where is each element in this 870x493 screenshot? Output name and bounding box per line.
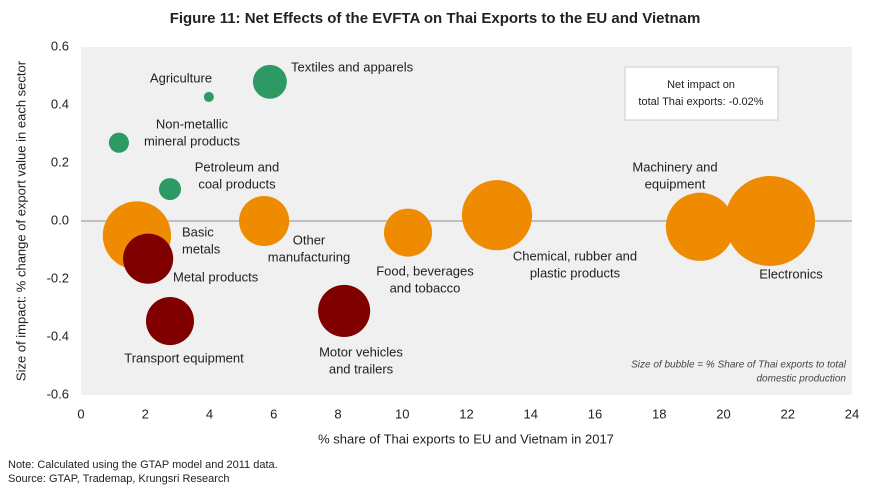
x-axis-label: % share of Thai exports to EU and Vietna…: [318, 431, 614, 446]
x-tick-label: 16: [588, 406, 602, 421]
bubble-label: Textiles and apparels: [291, 59, 414, 74]
y-tick-label: 0.6: [51, 38, 69, 53]
bubble-label: Transport equipment: [124, 350, 244, 365]
y-tick-label: -0.6: [47, 386, 69, 401]
size-note: Size of bubble = % Share of Thai exports…: [631, 360, 847, 371]
bubble-label: metals: [182, 241, 221, 256]
bubble: [145, 297, 195, 346]
bubble-label: Electronics: [759, 266, 823, 281]
x-tick-label: 10: [395, 406, 409, 421]
bubble-label: Basic: [182, 224, 214, 239]
impact-text: total Thai exports: -0.02%: [638, 96, 763, 108]
bubble-label: Non-metallic: [156, 116, 229, 131]
x-tick-label: 2: [142, 406, 149, 421]
y-tick-label: -0.2: [47, 270, 69, 285]
x-tick-label: 4: [206, 406, 213, 421]
bubble: [461, 180, 533, 251]
bubble: [239, 195, 290, 247]
x-tick-label: 18: [652, 406, 666, 421]
bubble: [158, 178, 182, 201]
bubble-label: and trailers: [329, 361, 394, 376]
bubble: [252, 64, 287, 99]
impact-text: Net impact on: [667, 79, 735, 91]
x-tick-label: 22: [781, 406, 795, 421]
bubble: [384, 208, 433, 257]
bubble-label: Metal products: [173, 269, 259, 284]
bubble-label: equipment: [645, 176, 706, 191]
bubble: [203, 91, 214, 102]
bubble-label: and tobacco: [390, 280, 461, 295]
x-tick-label: 14: [524, 406, 538, 421]
footnote: Source: GTAP, Trademap, Krungsri Researc…: [8, 473, 230, 485]
bubbles: [102, 64, 816, 346]
bubble-label: Chemical, rubber and: [513, 248, 637, 263]
bubble: [725, 176, 816, 266]
x-tick-label: 20: [716, 406, 730, 421]
x-tick-label: 0: [77, 406, 84, 421]
y-tick-label: 0.2: [51, 154, 69, 169]
x-tick-label: 8: [334, 406, 341, 421]
x-tick-label: 12: [459, 406, 473, 421]
x-tick-label: 24: [845, 406, 859, 421]
bubble-label: Motor vehicles: [319, 344, 403, 359]
bubble-label: manufacturing: [268, 249, 350, 264]
chart-title: Figure 11: Net Effects of the EVFTA on T…: [170, 10, 701, 27]
y-tick-label: 0.4: [51, 96, 69, 111]
bubble: [123, 233, 174, 284]
size-note: domestic production: [757, 374, 847, 385]
bubble-label: Agriculture: [150, 70, 212, 85]
bubble: [665, 192, 735, 261]
bubble: [108, 132, 129, 153]
y-axis-label: Size of impact: % change of export value…: [13, 60, 28, 381]
footnote: Note: Calculated using the GTAP model an…: [8, 459, 278, 471]
y-tick-label: -0.4: [47, 328, 69, 343]
bubble-label: Food, beverages: [376, 263, 474, 278]
bubble: [318, 284, 371, 337]
x-tick-label: 6: [270, 406, 277, 421]
bubble-label: coal products: [198, 176, 276, 191]
bubble-label: Petroleum and: [195, 159, 280, 174]
bubble-label: plastic products: [530, 265, 621, 280]
y-tick-label: 0.0: [51, 212, 69, 227]
bubble-label: Machinery and: [632, 159, 717, 174]
impact-box: [624, 66, 779, 121]
bubble-label: Other: [293, 232, 326, 247]
bubble-label: mineral products: [144, 133, 241, 148]
